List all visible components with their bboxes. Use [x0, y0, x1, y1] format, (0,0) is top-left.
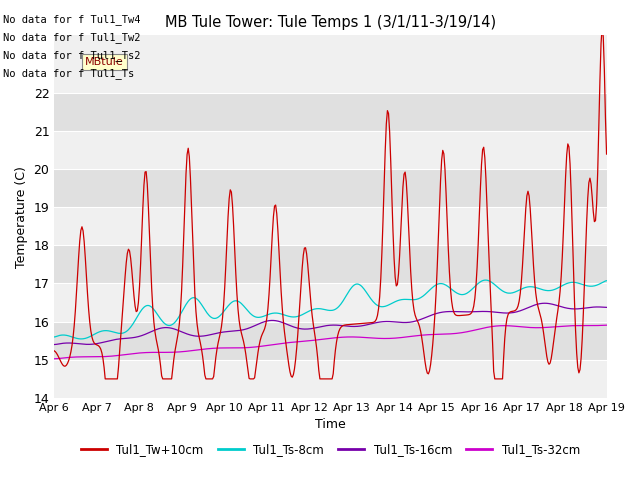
X-axis label: Time: Time: [315, 419, 346, 432]
Y-axis label: Temperature (C): Temperature (C): [15, 166, 28, 267]
Text: No data for f Tul1_Ts2: No data for f Tul1_Ts2: [3, 50, 141, 61]
Bar: [54, 284, 607, 322]
Text: MBtule: MBtule: [85, 57, 124, 67]
Bar: [54, 322, 607, 360]
Bar: [54, 131, 607, 169]
Bar: [54, 245, 607, 284]
Legend: Tul1_Tw+10cm, Tul1_Ts-8cm, Tul1_Ts-16cm, Tul1_Ts-32cm: Tul1_Tw+10cm, Tul1_Ts-8cm, Tul1_Ts-16cm,…: [76, 439, 584, 461]
Title: MB Tule Tower: Tule Temps 1 (3/1/11-3/19/14): MB Tule Tower: Tule Temps 1 (3/1/11-3/19…: [165, 15, 496, 30]
Text: No data for f Tul1_Tw2: No data for f Tul1_Tw2: [3, 32, 141, 43]
Bar: [54, 360, 607, 398]
Bar: [54, 169, 607, 207]
Bar: [54, 207, 607, 245]
Bar: [54, 93, 607, 131]
Text: No data for f Tul1_Tw4: No data for f Tul1_Tw4: [3, 13, 141, 24]
Bar: [54, 36, 607, 93]
Text: No data for f Tul1_Ts: No data for f Tul1_Ts: [3, 68, 134, 79]
